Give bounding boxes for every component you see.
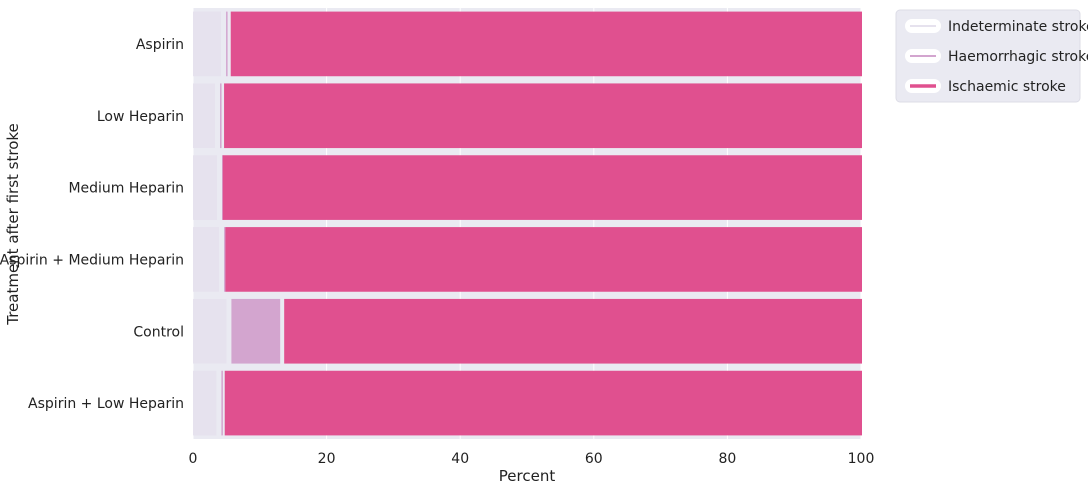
legend-frame (895, 9, 1081, 103)
bar-segment-indeterminate-stroke (193, 370, 217, 436)
bar-segment-ischaemic-stroke (225, 227, 862, 292)
bar-segment-indeterminate-stroke (193, 155, 218, 220)
y-tick-label: Aspirin + Low Heparin (28, 396, 184, 412)
x-tick-label: 20 (318, 451, 336, 467)
bars-group (193, 11, 863, 436)
x-tick-label: 60 (585, 451, 603, 467)
y-tick-label: Aspirin (136, 37, 184, 53)
y-axis-label: Treatment after first stroke (4, 123, 22, 326)
x-tick-label: 40 (451, 451, 469, 467)
bar-segment-indeterminate-stroke (193, 298, 227, 364)
bar-segment-ischaemic-stroke (222, 155, 862, 220)
bar-segment-ischaemic-stroke (284, 298, 862, 364)
x-tick-labels: 0 20 40 60 80 100 (189, 451, 875, 467)
x-tick-label: 80 (718, 451, 736, 467)
y-tick-label: Aspirin + Medium Heparin (0, 252, 184, 268)
bar-segment-ischaemic-stroke (224, 370, 862, 436)
gridlines (192, 8, 862, 439)
x-tick-label: 100 (848, 451, 875, 467)
bar-segment-indeterminate-stroke (193, 83, 216, 149)
bar-segment-indeterminate-stroke (193, 227, 220, 292)
plot-background (193, 8, 861, 439)
x-tick-label: 0 (189, 451, 198, 467)
legend-label: Indeterminate stroke (948, 19, 1088, 35)
bar-segment-indeterminate-stroke (193, 11, 222, 77)
x-axis-label: Percent (499, 467, 556, 485)
bar-segment-haemorrhagic-stroke (224, 227, 226, 292)
bar-segment-ischaemic-stroke (230, 11, 863, 77)
legend: Indeterminate stroke Haemorrhagic stroke I… (895, 9, 1088, 103)
bar-segment-haemorrhagic-stroke (226, 11, 228, 77)
y-tick-label: Low Heparin (97, 109, 184, 125)
y-tick-label: Control (133, 324, 184, 340)
bar-segment-ischaemic-stroke (224, 83, 862, 149)
legend-label: Haemorrhagic stroke (948, 49, 1088, 65)
bar-segment-haemorrhagic-stroke (220, 83, 222, 149)
y-tick-labels: Aspirin Low Heparin Medium Heparin Aspirin … (0, 37, 184, 412)
bar-segment-haemorrhagic-stroke (231, 298, 281, 364)
y-tick-label: Medium Heparin (68, 181, 184, 197)
legend-label: Ischaemic stroke (948, 79, 1066, 95)
bar-segment-haemorrhagic-stroke (221, 370, 223, 436)
